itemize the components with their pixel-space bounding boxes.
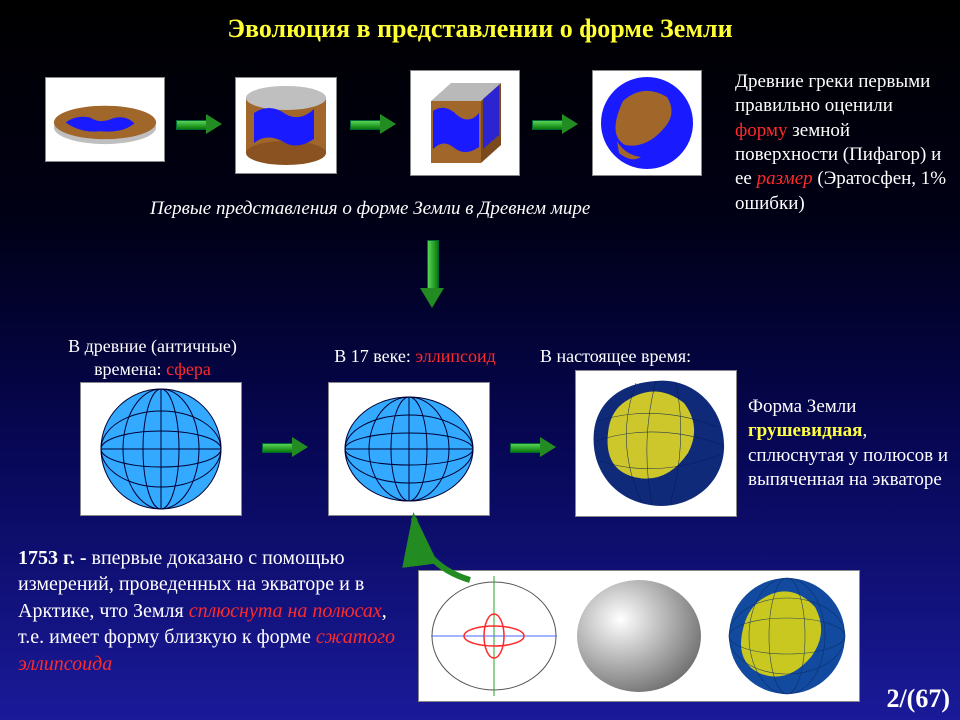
label-17c: В 17 веке: эллипсоид	[320, 345, 510, 368]
text-1753: 1753 г. - впервые доказано с помощью изм…	[18, 545, 398, 677]
t: грушевидная	[748, 420, 862, 441]
label-ancient: В древние (античные) времена: сфера	[45, 335, 260, 381]
arrow-icon	[510, 438, 556, 456]
label-now: В настоящее время:	[540, 345, 725, 368]
shape-cylinder	[235, 77, 337, 174]
arrow-icon	[176, 115, 222, 133]
text-geoid: Форма Земли грушевидная, сплюснутая у по…	[748, 395, 953, 492]
page-number: 2/(67)	[886, 684, 950, 714]
t: сфера	[166, 359, 211, 379]
shape-disc	[45, 77, 165, 162]
shape-cube	[410, 70, 520, 176]
shape-sphere-grid	[80, 382, 242, 516]
t: форму	[735, 120, 788, 141]
t: В 17 веке:	[334, 346, 415, 366]
t: сплюснута на полюсах	[189, 600, 382, 622]
t: размер	[757, 168, 813, 189]
curved-arrow-icon	[400, 510, 520, 590]
shape-globe	[592, 70, 702, 176]
arrow-icon	[532, 115, 578, 133]
text-greeks: Древние греки первыми правильно оценили …	[735, 70, 950, 216]
t: В древние (античные) времена:	[68, 336, 237, 379]
shape-geoid	[575, 370, 737, 517]
shape-ellipsoid-grid	[328, 382, 490, 516]
arrow-down-icon	[420, 240, 444, 310]
t: Форма Земли	[748, 396, 856, 417]
t: 1753 г. -	[18, 547, 92, 569]
slide: Эволюция в представлении о форме Земли	[0, 0, 960, 720]
caption-ancient-world: Первые представления о форме Земли в Дре…	[150, 198, 590, 220]
arrow-icon	[262, 438, 308, 456]
t: Древние греки первыми правильно оценили	[735, 71, 930, 116]
t: эллипсоид	[415, 346, 495, 366]
page-title: Эволюция в представлении о форме Земли	[0, 14, 960, 44]
arrow-icon	[350, 115, 396, 133]
